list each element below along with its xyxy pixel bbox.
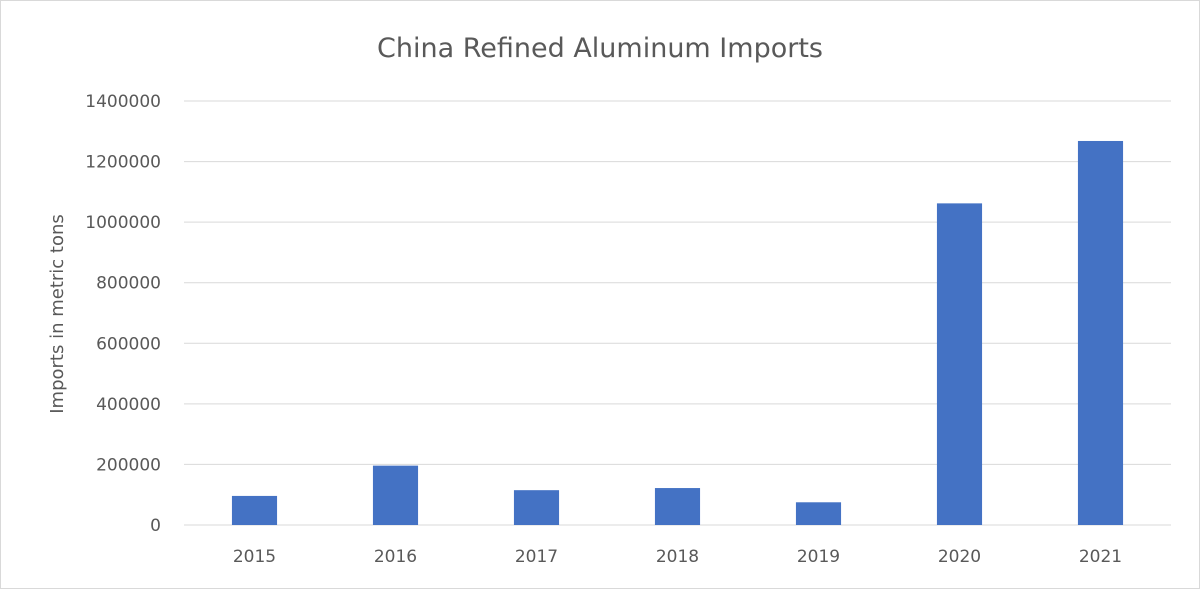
x-tick-label: 2018 (656, 547, 699, 567)
x-tick-label: 2021 (1079, 547, 1122, 567)
x-tick-label: 2017 (515, 547, 558, 567)
y-axis-label: Imports in metric tons (47, 214, 68, 414)
y-tick-label: 1400000 (85, 92, 161, 112)
x-tick-label: 2019 (797, 547, 840, 567)
y-tick-labels: 0 200000 400000 600000 800000 1000000 1200000 1… (85, 92, 161, 536)
y-tick-label: 800000 (96, 274, 161, 294)
y-tick-label: 600000 (96, 334, 161, 354)
x-tick-label: 2015 (233, 547, 276, 567)
bar-2017 (513, 490, 560, 525)
bar-2016 (372, 465, 419, 525)
y-tick-label: 400000 (96, 395, 161, 415)
y-tick-label: 0 (150, 516, 161, 536)
bars (231, 140, 1124, 525)
x-tick-label: 2016 (374, 547, 417, 567)
gridlines (184, 100, 1171, 526)
y-tick-label: 1000000 (85, 213, 161, 233)
bar-2020 (936, 203, 983, 525)
y-tick-label: 1200000 (85, 153, 161, 173)
bar-2019 (795, 502, 842, 525)
y-tick-label: 200000 (96, 455, 161, 475)
bar-2021 (1077, 140, 1124, 525)
bar-2015 (231, 495, 278, 525)
chart-title: China Refined Aluminum Imports (377, 33, 823, 64)
x-tick-label: 2020 (938, 547, 981, 567)
x-tick-labels: 2015 2016 2017 2018 2019 2020 2021 (233, 547, 1122, 567)
bar-2018 (654, 488, 701, 525)
